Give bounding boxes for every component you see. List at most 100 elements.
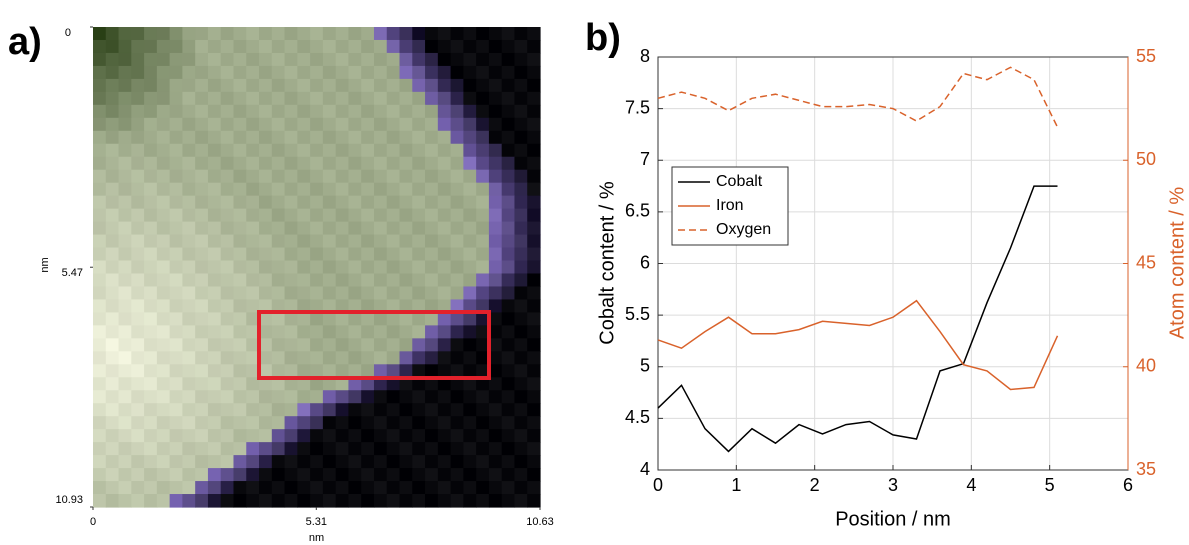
image-pixel [425, 390, 439, 404]
image-pixel [105, 338, 120, 352]
y-tick-label: 0 [65, 27, 71, 39]
image-pixel [514, 156, 528, 171]
image-pixel [322, 208, 337, 223]
image-pixel [310, 442, 324, 456]
image-pixel [501, 494, 516, 508]
image-pixel [118, 195, 132, 210]
image-pixel [412, 442, 426, 456]
image-pixel [118, 364, 132, 378]
image-pixel [259, 468, 273, 482]
image-pixel [259, 325, 273, 339]
image-pixel [335, 468, 350, 482]
image-pixel [259, 390, 273, 404]
image-pixel [169, 208, 183, 223]
image-pixel [156, 377, 171, 391]
image-pixel [412, 429, 426, 443]
image-pixel [412, 481, 426, 495]
x-tick-label: 0 [653, 475, 663, 495]
image-pixel [514, 221, 528, 236]
image-pixel [207, 65, 222, 80]
image-pixel [450, 312, 464, 326]
image-pixel [463, 286, 477, 301]
image-pixel [373, 65, 388, 80]
image-pixel [284, 104, 298, 119]
image-pixel [476, 338, 490, 352]
image-pixel [527, 39, 541, 54]
image-pixel [284, 143, 298, 158]
image-pixel [335, 117, 350, 132]
image-pixel [399, 39, 413, 54]
image-pixel [271, 39, 286, 54]
image-pixel [386, 195, 401, 210]
y-tick-label: 5 [640, 356, 650, 376]
image-pixel [425, 299, 439, 314]
image-pixel [195, 377, 209, 391]
image-pixel [322, 364, 337, 378]
image-pixel [437, 273, 452, 288]
image-pixel [169, 377, 183, 391]
image-pixel [361, 325, 375, 339]
image-pixel [348, 429, 362, 443]
image-pixel [182, 104, 196, 119]
image-pixel [195, 208, 209, 223]
image-pixel [361, 91, 375, 106]
image-pixel [476, 234, 490, 249]
image-pixel [322, 27, 337, 41]
image-pixel [463, 442, 477, 456]
y-tick-label: 8 [640, 46, 650, 66]
image-pixel [335, 130, 350, 145]
image-pixel [182, 91, 196, 106]
image-pixel [437, 234, 452, 249]
image-pixel [131, 325, 145, 339]
image-pixel [425, 286, 439, 301]
image-pixel [156, 273, 171, 288]
image-pixel [93, 130, 107, 145]
image-pixel [399, 143, 413, 158]
x-axis-label: Position / nm [835, 508, 951, 530]
image-pixel [463, 299, 477, 314]
image-pixel [284, 169, 298, 184]
image-pixel [233, 195, 247, 210]
image-pixel [246, 156, 260, 171]
image-pixel [527, 338, 541, 352]
image-pixel [399, 442, 413, 456]
image-pixel [527, 27, 541, 41]
y-tick-label: 5.47 [62, 267, 83, 279]
image-pixel [322, 416, 337, 430]
image-pixel [144, 117, 158, 132]
image-pixel [488, 416, 503, 430]
image-pixel [131, 273, 145, 288]
image-pixel [361, 338, 375, 352]
image-pixel [399, 182, 413, 197]
image-pixel [284, 52, 298, 67]
image-pixel [386, 468, 401, 482]
image-pixel [335, 481, 350, 495]
image-pixel [297, 27, 311, 41]
image-pixel [361, 65, 375, 80]
image-pixel [488, 65, 503, 80]
image-pixel [373, 156, 388, 171]
image-pixel [322, 325, 337, 339]
image-pixel [195, 91, 209, 106]
image-pixel [348, 104, 362, 119]
image-pixel [195, 182, 209, 197]
image-pixel [361, 195, 375, 210]
image-pixel [284, 208, 298, 223]
image-pixel [310, 52, 324, 67]
image-pixel [386, 78, 401, 93]
image-pixel [488, 182, 503, 197]
image-pixel [399, 351, 413, 365]
image-pixel [220, 260, 235, 275]
image-pixel [450, 78, 464, 93]
image-pixel [386, 27, 401, 41]
image-pixel [233, 169, 247, 184]
image-pixel [463, 273, 477, 288]
image-pixel [93, 195, 107, 210]
image-pixel [322, 247, 337, 262]
image-pixel [437, 247, 452, 262]
image-pixel [412, 494, 426, 508]
image-pixel [361, 208, 375, 223]
image-pixel [425, 494, 439, 508]
image-pixel [476, 455, 490, 469]
image-pixel [476, 117, 490, 132]
